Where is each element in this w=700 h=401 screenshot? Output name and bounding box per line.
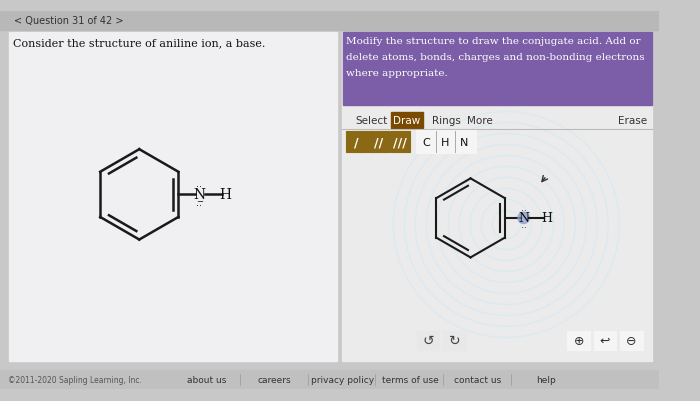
- Text: ↩: ↩: [600, 334, 610, 347]
- Text: N: N: [460, 137, 468, 147]
- Bar: [416, 131, 476, 154]
- Text: N: N: [193, 188, 205, 202]
- Bar: [390, 132, 410, 153]
- Text: Erase: Erase: [618, 116, 648, 126]
- Text: ⊖: ⊖: [626, 334, 637, 347]
- Text: about us: about us: [188, 375, 227, 384]
- Text: ··: ··: [196, 181, 202, 191]
- Bar: [443, 331, 466, 350]
- Bar: [417, 331, 440, 350]
- Bar: [368, 132, 388, 153]
- Circle shape: [518, 213, 529, 224]
- Text: ↻: ↻: [449, 333, 461, 347]
- Text: terms of use: terms of use: [382, 375, 439, 384]
- Text: Modify the structure to draw the conjugate acid. Add or: Modify the structure to draw the conjuga…: [346, 37, 641, 46]
- Bar: [594, 331, 617, 350]
- Text: H: H: [220, 188, 232, 202]
- Text: help: help: [536, 375, 556, 384]
- Text: Consider the structure of aniline ion, a base.: Consider the structure of aniline ion, a…: [13, 38, 265, 48]
- Text: privacy policy: privacy policy: [311, 375, 374, 384]
- Text: N: N: [518, 212, 529, 225]
- Text: ··: ··: [521, 223, 526, 232]
- Text: C: C: [422, 137, 430, 147]
- Text: H: H: [441, 137, 449, 147]
- Text: //: //: [374, 136, 383, 149]
- Text: ↺: ↺: [422, 333, 434, 347]
- Text: ··: ··: [521, 207, 526, 215]
- Bar: [391, 113, 423, 128]
- Text: contact us: contact us: [454, 375, 502, 384]
- Bar: [346, 132, 367, 153]
- Bar: [0, 12, 659, 30]
- Text: < Question 31 of 42 >: < Question 31 of 42 >: [14, 16, 124, 26]
- Bar: [9, 32, 337, 361]
- Text: delete atoms, bonds, charges and non-bonding electrons: delete atoms, bonds, charges and non-bon…: [346, 53, 645, 62]
- Text: ··: ··: [196, 200, 202, 210]
- Text: Rings: Rings: [432, 116, 461, 126]
- Text: ///: ///: [393, 136, 407, 149]
- Bar: [342, 32, 652, 361]
- Text: Draw: Draw: [393, 116, 420, 126]
- Text: careers: careers: [258, 375, 292, 384]
- Text: where appropriate.: where appropriate.: [346, 69, 448, 78]
- Text: ©2011-2020 Sapling Learning, Inc.: ©2011-2020 Sapling Learning, Inc.: [8, 375, 141, 384]
- Bar: [342, 32, 652, 106]
- Text: /: /: [354, 136, 359, 149]
- Bar: [568, 331, 590, 350]
- Text: More: More: [467, 116, 493, 126]
- Text: H: H: [542, 212, 552, 225]
- Text: −: −: [197, 197, 204, 206]
- Text: ⊕: ⊕: [573, 334, 584, 347]
- Bar: [0, 371, 659, 389]
- Text: Select: Select: [356, 116, 388, 126]
- Bar: [620, 331, 643, 350]
